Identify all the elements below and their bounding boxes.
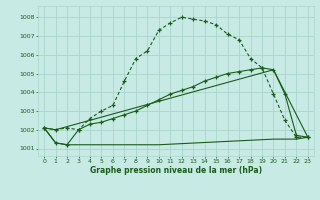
- X-axis label: Graphe pression niveau de la mer (hPa): Graphe pression niveau de la mer (hPa): [90, 166, 262, 175]
